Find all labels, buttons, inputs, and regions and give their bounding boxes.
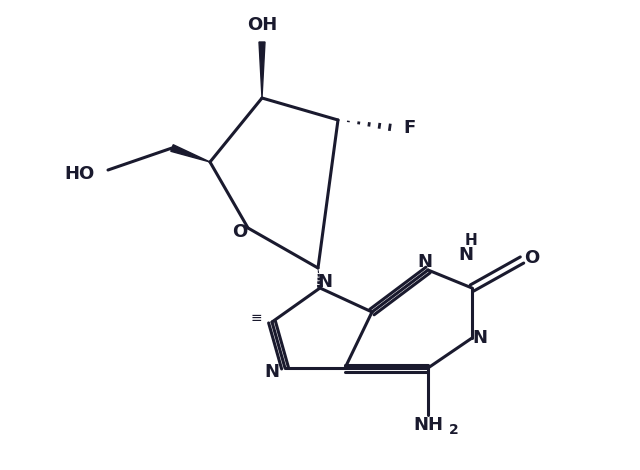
Text: N: N bbox=[264, 363, 280, 381]
Text: N: N bbox=[317, 273, 333, 291]
Text: HO: HO bbox=[65, 165, 95, 183]
Text: NH: NH bbox=[413, 416, 443, 434]
Text: N: N bbox=[417, 253, 433, 271]
Polygon shape bbox=[171, 145, 210, 162]
Text: O: O bbox=[232, 223, 248, 241]
Text: ≡: ≡ bbox=[250, 311, 262, 325]
Text: N: N bbox=[472, 329, 488, 347]
Text: H: H bbox=[465, 233, 477, 248]
Polygon shape bbox=[259, 42, 265, 98]
Text: O: O bbox=[524, 249, 540, 267]
Text: N: N bbox=[458, 246, 473, 264]
Text: F: F bbox=[403, 119, 415, 137]
Text: OH: OH bbox=[247, 16, 277, 34]
Text: 2: 2 bbox=[449, 423, 459, 437]
